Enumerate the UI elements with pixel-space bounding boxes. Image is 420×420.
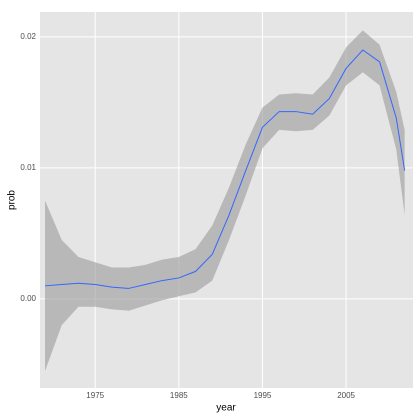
x-tick-label: 2005 [337,391,355,400]
x-tick-label: 1985 [170,391,188,400]
x-tick-label: 1995 [254,391,272,400]
y-tick-label: 0.00 [20,294,36,303]
y-tick-label: 0.02 [20,32,36,41]
y-axis-title: prob [7,190,18,210]
x-tick-label: 1975 [86,391,104,400]
confidence-ribbon [45,30,405,371]
line [44,49,406,289]
x-axis-title: year [216,403,236,414]
y-tick-label: 0.01 [20,163,36,172]
